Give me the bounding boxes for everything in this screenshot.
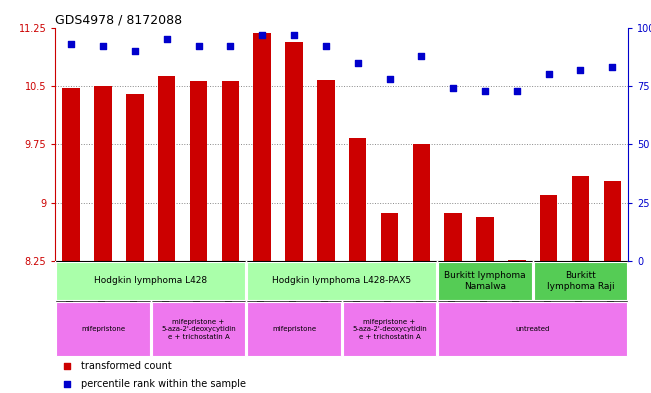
Point [384, 76, 395, 82]
Point [352, 59, 363, 66]
Text: GDS4978 / 8172088: GDS4978 / 8172088 [55, 13, 182, 26]
Point [321, 43, 331, 50]
Text: mifepristone: mifepristone [272, 326, 316, 332]
Point [66, 41, 76, 47]
Point [161, 36, 172, 42]
Bar [247, 302, 341, 356]
Text: mifepristone: mifepristone [81, 326, 125, 332]
Bar [445, 213, 462, 261]
Text: percentile rank within the sample: percentile rank within the sample [81, 379, 246, 389]
Bar [342, 302, 436, 356]
Text: transformed count: transformed count [81, 362, 172, 371]
Bar [540, 195, 557, 261]
Text: Hodgkin lymphoma L428-PAX5: Hodgkin lymphoma L428-PAX5 [272, 277, 411, 285]
Point [416, 52, 426, 59]
Point [98, 43, 108, 50]
Point [130, 48, 140, 54]
Text: mifepristone +
5-aza-2'-deoxycytidin
e + trichostatin A: mifepristone + 5-aza-2'-deoxycytidin e +… [352, 319, 427, 340]
Bar [534, 262, 628, 300]
Bar [413, 144, 430, 261]
Bar [438, 302, 628, 356]
Bar [477, 217, 493, 261]
Point [544, 71, 554, 77]
Bar [190, 81, 207, 261]
Bar [381, 213, 398, 261]
Bar [94, 86, 112, 261]
Text: Hodgkin lymphoma L428: Hodgkin lymphoma L428 [94, 277, 208, 285]
Bar [158, 76, 176, 261]
Bar [253, 33, 271, 261]
Bar [247, 262, 436, 300]
Bar [126, 94, 144, 261]
Text: mifepristone +
5-aza-2'-deoxycytidin
e + trichostatin A: mifepristone + 5-aza-2'-deoxycytidin e +… [161, 319, 236, 340]
Point [62, 363, 72, 369]
Text: Burkitt lymphoma
Namalwa: Burkitt lymphoma Namalwa [444, 271, 526, 291]
Point [257, 31, 268, 38]
Bar [317, 80, 335, 261]
Bar [62, 88, 80, 261]
Bar [349, 138, 367, 261]
Bar [56, 302, 150, 356]
Bar [508, 260, 525, 261]
Bar [572, 176, 589, 261]
Point [193, 43, 204, 50]
Point [62, 381, 72, 387]
Point [289, 31, 299, 38]
Point [448, 85, 458, 92]
Bar [438, 262, 532, 300]
Bar [603, 181, 621, 261]
Point [607, 64, 618, 70]
Text: untreated: untreated [516, 326, 550, 332]
Point [225, 43, 236, 50]
Point [575, 66, 586, 73]
Bar [152, 302, 245, 356]
Text: Burkitt
lymphoma Raji: Burkitt lymphoma Raji [547, 271, 615, 291]
Point [480, 88, 490, 94]
Point [512, 88, 522, 94]
Bar [285, 42, 303, 261]
Bar [56, 262, 245, 300]
Bar [221, 81, 239, 261]
